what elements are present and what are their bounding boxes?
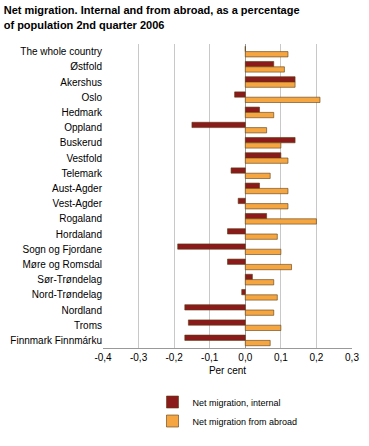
svg-text:Aust-Agder: Aust-Agder xyxy=(52,183,103,194)
svg-text:-0,2: -0,2 xyxy=(166,352,184,363)
svg-text:Net migration. Internal and fr: Net migration. Internal and from abroad,… xyxy=(4,4,300,30)
svg-text:Sør-Trøndelag: Sør-Trøndelag xyxy=(37,274,102,285)
svg-text:Net migration from abroad: Net migration from abroad xyxy=(193,417,298,427)
svg-text:Møre og Romsdal: Møre og Romsdal xyxy=(23,259,102,270)
svg-text:0,1: 0,1 xyxy=(274,352,288,363)
svg-text:Oppland: Oppland xyxy=(64,122,102,133)
svg-text:Hordaland: Hordaland xyxy=(56,229,102,240)
svg-text:Telemark: Telemark xyxy=(61,168,103,179)
svg-text:Buskerud: Buskerud xyxy=(60,137,102,148)
svg-text:Sogn og Fjordane: Sogn og Fjordane xyxy=(22,244,102,255)
svg-text:Akershus: Akershus xyxy=(60,77,102,88)
svg-text:0,3: 0,3 xyxy=(345,352,359,363)
svg-text:Per cent: Per cent xyxy=(209,365,246,376)
svg-text:Nord-Trøndelag: Nord-Trøndelag xyxy=(32,289,102,300)
svg-text:Rogaland: Rogaland xyxy=(59,213,102,224)
svg-text:-0,4: -0,4 xyxy=(94,352,112,363)
svg-text:Oslo: Oslo xyxy=(81,92,102,103)
svg-text:0,0: 0,0 xyxy=(238,352,252,363)
svg-text:Nordland: Nordland xyxy=(61,305,102,316)
svg-text:Hedmark: Hedmark xyxy=(61,107,103,118)
svg-text:Vest-Agder: Vest-Agder xyxy=(53,198,103,209)
svg-text:0,2: 0,2 xyxy=(309,352,323,363)
svg-text:Troms: Troms xyxy=(74,320,102,331)
svg-text:-0,3: -0,3 xyxy=(130,352,148,363)
svg-text:Østfold: Østfold xyxy=(70,61,102,72)
svg-text:Finnmark Finnmárku: Finnmark Finnmárku xyxy=(10,335,102,346)
svg-text:The whole country: The whole country xyxy=(20,46,102,57)
svg-text:Vestfold: Vestfold xyxy=(66,153,102,164)
svg-text:-0,1: -0,1 xyxy=(201,352,219,363)
svg-text:Net migration, internal: Net migration, internal xyxy=(193,398,281,408)
